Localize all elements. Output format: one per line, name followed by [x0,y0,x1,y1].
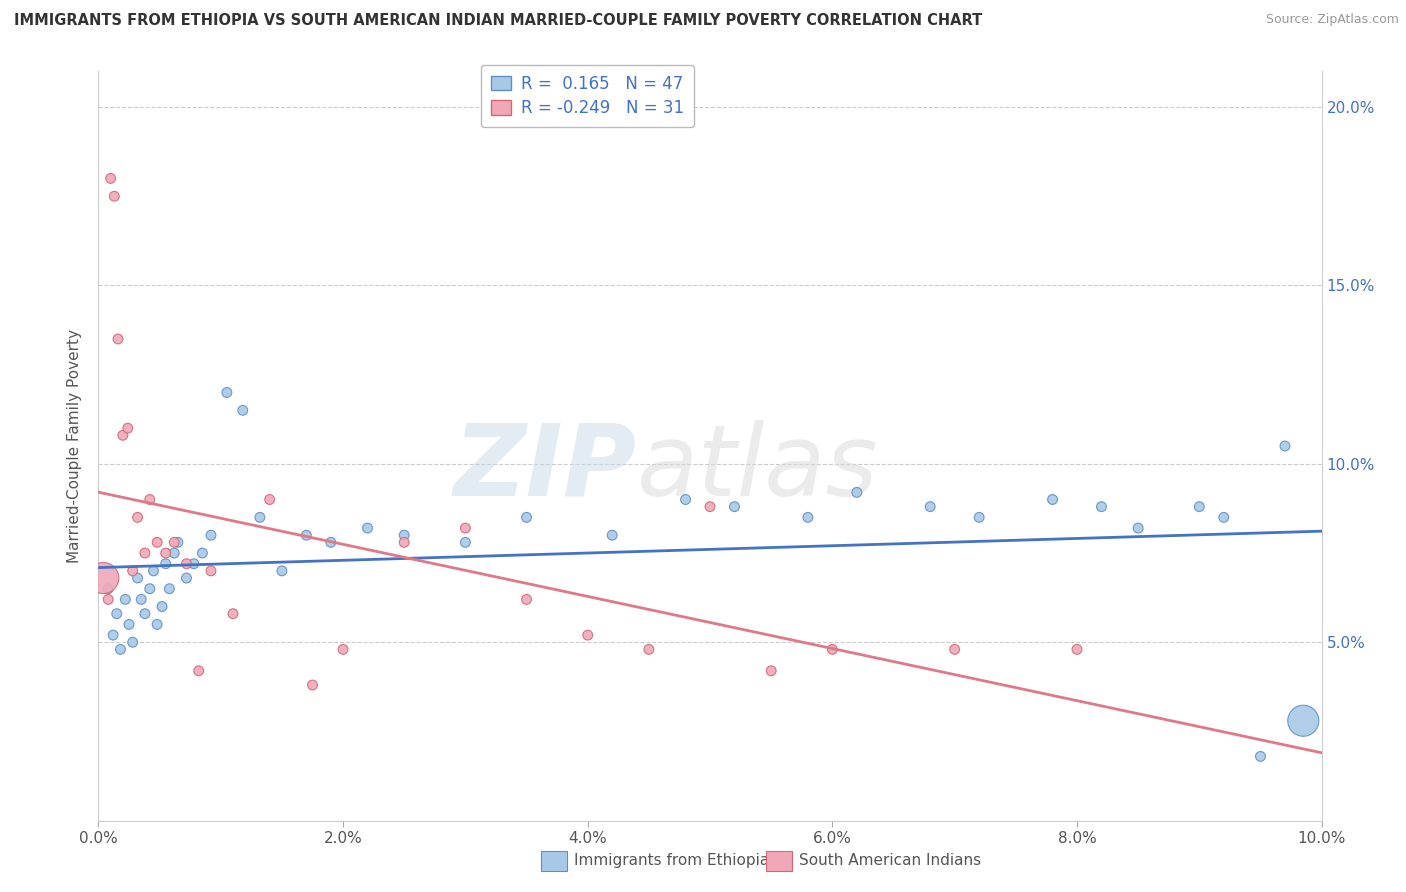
Point [121,564,143,578]
Point [1188,500,1211,514]
Point [1212,510,1234,524]
Point [129,592,152,607]
Point [155,546,177,560]
Point [187,664,209,678]
Point [249,510,271,524]
Text: atlas: atlas [637,420,879,517]
Point [332,642,354,657]
Point [1066,642,1088,657]
Point [146,535,169,549]
Point [967,510,990,524]
Point [295,528,318,542]
Point [167,535,190,549]
Point [117,421,139,435]
Point [723,500,745,514]
Point [392,528,416,542]
Point [200,564,222,578]
Point [163,546,186,560]
Point [1042,492,1064,507]
Point [139,492,162,507]
Point [797,510,820,524]
Point [101,628,124,642]
Text: South American Indians: South American Indians [799,854,981,868]
Point [1128,521,1150,535]
Point [118,617,141,632]
Point [1274,439,1296,453]
Point [150,599,173,614]
Point [454,521,477,535]
Point [105,607,128,621]
Point [146,617,169,632]
Point [176,571,198,585]
Legend: R =  0.165   N = 47, R = -0.249   N = 31: R = 0.165 N = 47, R = -0.249 N = 31 [481,65,695,128]
Point [127,510,149,524]
Text: IMMIGRANTS FROM ETHIOPIA VS SOUTH AMERICAN INDIAN MARRIED-COUPLE FAMILY POVERTY : IMMIGRANTS FROM ETHIOPIA VS SOUTH AMERIC… [14,13,983,29]
Point [110,642,132,657]
Point [191,546,214,560]
Point [576,628,599,642]
Point [232,403,254,417]
Point [127,571,149,585]
Text: Immigrants from Ethiopia: Immigrants from Ethiopia [574,854,769,868]
Point [103,189,125,203]
Point [270,564,294,578]
Point [215,385,238,400]
Point [600,528,623,542]
Point [139,582,162,596]
Point [699,500,721,514]
Point [121,635,143,649]
Point [301,678,323,692]
Point [821,642,844,657]
Point [943,642,966,657]
Point [259,492,281,507]
Point [97,582,120,596]
Point [1292,714,1315,728]
Point [157,582,180,596]
Text: ZIP: ZIP [454,420,637,517]
Point [1250,749,1272,764]
Point [356,521,378,535]
Point [183,557,205,571]
Point [114,592,136,607]
Point [761,664,783,678]
Point [200,528,222,542]
Point [142,564,165,578]
Point [454,535,477,549]
Point [155,557,177,571]
Point [97,592,120,607]
Point [134,607,156,621]
Point [920,500,942,514]
Point [107,332,129,346]
Point [845,485,868,500]
Point [163,535,186,549]
Point [134,546,156,560]
Point [100,171,122,186]
Point [637,642,661,657]
Point [1090,500,1112,514]
Point [392,535,416,549]
Point [516,510,538,524]
Y-axis label: Married-Couple Family Poverty: Married-Couple Family Poverty [67,329,83,563]
Text: Source: ZipAtlas.com: Source: ZipAtlas.com [1265,13,1399,27]
Point [319,535,342,549]
Point [675,492,697,507]
Point [91,571,114,585]
Point [176,557,198,571]
Point [516,592,538,607]
Point [111,428,134,442]
Point [222,607,245,621]
